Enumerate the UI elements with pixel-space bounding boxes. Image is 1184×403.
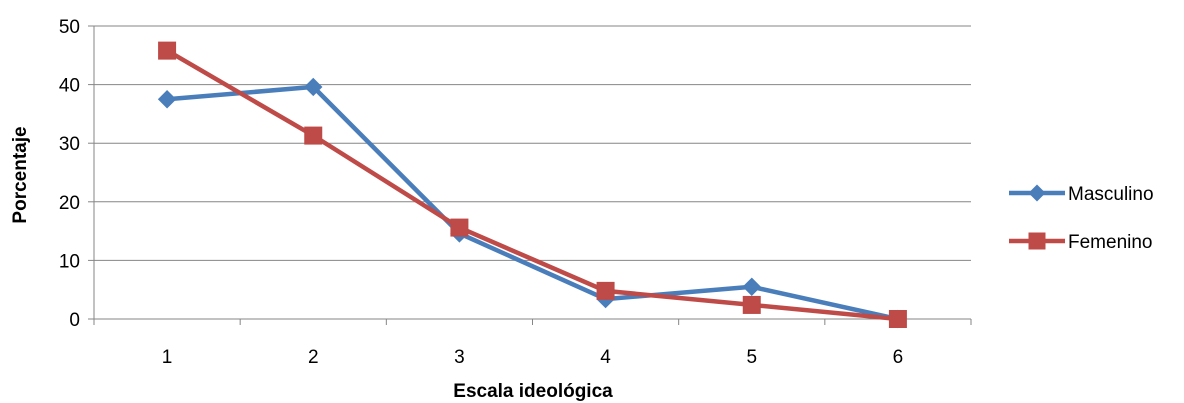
legend-label-masculino: Masculino bbox=[1068, 184, 1154, 205]
data-point-femenino bbox=[742, 295, 761, 314]
legend-marker-diamond bbox=[1028, 184, 1046, 202]
y-tick-label: 40 bbox=[59, 76, 80, 97]
series-line-femenino bbox=[164, 48, 901, 322]
legend-label-femenino: Femenino bbox=[1068, 232, 1153, 253]
y-tick-label: 20 bbox=[59, 193, 80, 214]
x-tick-label: 3 bbox=[454, 347, 465, 368]
y-axis-title: Porcentaje bbox=[10, 126, 31, 223]
gridlines bbox=[94, 25, 971, 261]
x-tick-label: 6 bbox=[893, 347, 904, 368]
data-point-masculino bbox=[742, 277, 761, 296]
x-tick-label: 1 bbox=[162, 347, 173, 368]
data-point-femenino bbox=[888, 310, 907, 328]
x-tick-label: 2 bbox=[308, 347, 319, 368]
legend: Masculino Femenino bbox=[1009, 184, 1154, 253]
x-tick-label: 5 bbox=[746, 347, 757, 368]
data-point-femenino bbox=[596, 281, 615, 300]
x-axis-title: Escala ideológica bbox=[453, 381, 613, 402]
y-tick-label: 50 bbox=[59, 17, 80, 38]
data-point-femenino bbox=[158, 41, 177, 60]
y-tick-label: 10 bbox=[59, 251, 80, 272]
series-layer bbox=[157, 41, 908, 329]
data-point-masculino bbox=[304, 77, 323, 97]
y-tick-label: 30 bbox=[59, 134, 80, 155]
legend-marker-square bbox=[1028, 232, 1046, 250]
y-tick-label: 0 bbox=[69, 310, 80, 331]
axes: 0 10 20 30 40 50 1 2 3 4 5 6 bbox=[59, 17, 972, 368]
data-point-femenino bbox=[304, 126, 323, 145]
series-line-masculino bbox=[164, 84, 901, 322]
data-point-masculino bbox=[157, 90, 177, 109]
data-point-femenino bbox=[450, 218, 469, 237]
x-tick-label: 4 bbox=[600, 347, 611, 368]
